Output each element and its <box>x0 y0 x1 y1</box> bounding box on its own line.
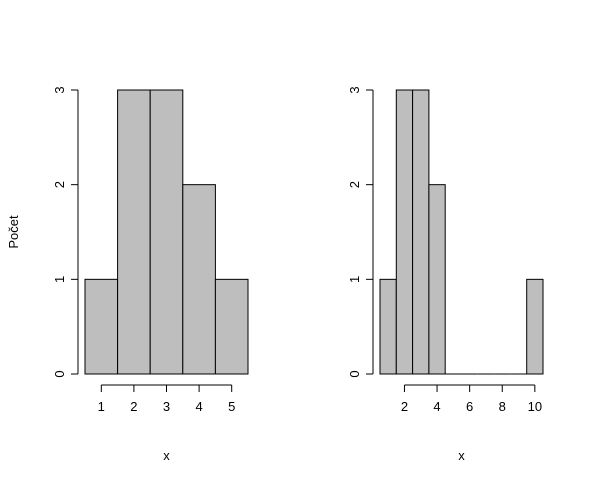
x-axis-label: x <box>458 448 465 463</box>
x-tick-label: 2 <box>401 399 408 414</box>
histogram-panel-right: 2 4 6 8 10 x 0 1 2 3 <box>347 86 544 463</box>
x-tick-label: 4 <box>195 399 202 414</box>
y-tick-label: 3 <box>347 86 362 93</box>
y-tick-label: 3 <box>52 86 67 93</box>
histogram-bar <box>182 184 216 375</box>
y-tick-label: 1 <box>347 276 362 283</box>
x-tick-label: 6 <box>466 399 473 414</box>
x-tick-label: 5 <box>228 399 235 414</box>
x-tick-label: 8 <box>499 399 506 414</box>
histogram-bar <box>149 89 184 375</box>
y-tick-label: 0 <box>347 370 362 377</box>
x-tick-label: 2 <box>130 399 137 414</box>
histogram-bar <box>412 89 430 375</box>
y-tick-label: 2 <box>52 181 67 188</box>
y-tick-label: 1 <box>52 276 67 283</box>
x-axis-label: x <box>163 448 170 463</box>
histogram-bar <box>526 278 544 375</box>
histogram-bar <box>395 89 414 375</box>
histogram-bar <box>84 278 119 375</box>
y-axis-label: Počet <box>6 215 21 249</box>
histogram-bar <box>214 278 249 375</box>
histogram-bar <box>117 89 151 375</box>
x-tick-label: 4 <box>433 399 440 414</box>
y-tick-label: 2 <box>347 181 362 188</box>
histogram-bar <box>428 184 446 375</box>
x-tick-label: 3 <box>163 399 170 414</box>
histogram-bar <box>379 278 397 375</box>
y-tick-label: 0 <box>52 370 67 377</box>
x-tick-label: 10 <box>528 399 542 414</box>
x-tick-label: 1 <box>98 399 105 414</box>
histogram-panel-left: 1 2 3 4 5 x 0 1 2 3 Počet <box>6 86 249 463</box>
